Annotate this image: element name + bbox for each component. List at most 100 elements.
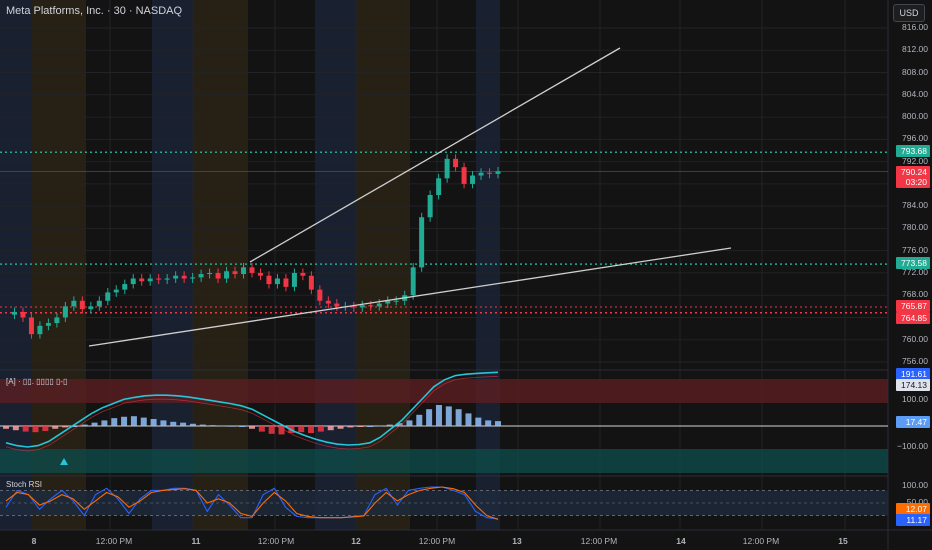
macd-histogram-bar	[160, 420, 167, 426]
candle	[444, 158, 450, 179]
candle	[96, 300, 102, 307]
candle	[376, 303, 382, 307]
candle	[62, 306, 68, 318]
time-tick: 14	[676, 536, 686, 546]
candle	[351, 306, 357, 308]
macd-histogram-bar	[62, 426, 69, 428]
time-tick: 15	[838, 536, 848, 546]
macd-histogram-bar	[278, 426, 285, 435]
candle	[37, 325, 43, 335]
macd-histogram-bar	[465, 413, 472, 426]
macd-histogram-bar	[22, 426, 29, 432]
macd-histogram-bar	[485, 420, 492, 426]
price-label: 793.68	[896, 145, 930, 157]
macd-histogram-bar	[455, 409, 462, 426]
stoch-tick: 50.00	[906, 497, 928, 507]
trendline-upper	[249, 47, 621, 263]
macd-histogram-bar	[229, 425, 236, 427]
macd-histogram-bar	[475, 417, 482, 426]
price-tick: 756.00	[902, 356, 928, 366]
candle	[215, 272, 221, 279]
stoch-rsi-label[interactable]: Stoch RSI	[6, 480, 43, 489]
candle	[20, 311, 26, 318]
macd-histogram-bar	[337, 426, 344, 429]
macd-value-label: 174.13	[896, 379, 930, 391]
macd-histogram-bar	[12, 426, 19, 431]
symbol-title: Meta Platforms, Inc. · 30 · NASDAQ	[6, 5, 183, 17]
macd-indicator-label[interactable]: [A] · ▯▯. ▯▯▯▯ ▯-▯	[6, 377, 68, 386]
time-tick: 12:00 PM	[418, 536, 456, 546]
candle	[410, 267, 416, 296]
macd-histogram-bar	[435, 405, 442, 426]
candle	[207, 272, 213, 275]
stoch-k-line	[5, 486, 499, 520]
candle	[139, 278, 145, 282]
macd-histogram-bar	[239, 426, 246, 427]
candle	[461, 167, 467, 184]
stoch-d-line	[5, 486, 499, 520]
price-label: 765.87	[896, 300, 930, 312]
candle	[334, 303, 340, 307]
macd-histogram-bar	[150, 419, 157, 426]
macd-histogram-bar	[298, 426, 305, 433]
candle	[385, 300, 391, 304]
price-label: 03:20	[896, 176, 930, 188]
price-tick: 808.00	[902, 66, 928, 77]
macd-histogram-bar	[268, 426, 275, 434]
macd-signal-line	[5, 375, 499, 452]
macd-histogram-bar	[130, 416, 137, 426]
currency-button[interactable]: USD	[893, 4, 925, 22]
price-tick: 792.00	[902, 155, 928, 166]
stoch-value-label: 12.07	[896, 503, 930, 515]
candle	[164, 278, 170, 280]
candle	[198, 274, 204, 278]
candle	[181, 275, 187, 279]
candle	[11, 311, 17, 315]
macd-histogram-bar	[396, 423, 403, 426]
price-tick: 780.00	[902, 222, 928, 233]
time-tick: 12:00 PM	[95, 536, 133, 546]
macd-histogram-bar	[357, 426, 364, 427]
time-tick: 12:00 PM	[580, 536, 618, 546]
price-tick: 776.00	[902, 244, 928, 255]
candle	[88, 306, 94, 310]
macd-histogram-bar	[347, 426, 354, 428]
candle	[283, 278, 289, 287]
candle	[487, 172, 493, 174]
candle	[79, 300, 85, 310]
candle	[274, 278, 280, 285]
macd-histogram-bar	[91, 422, 98, 426]
macd-histogram-bar	[317, 426, 324, 432]
macd-histogram-bar	[32, 426, 39, 433]
macd-value-label: 191.61	[896, 368, 930, 380]
macd-histogram-bar	[42, 426, 49, 432]
candle	[147, 278, 153, 282]
macd-histogram-bar	[426, 409, 433, 426]
candle	[325, 300, 331, 304]
macd-value-label: 17.47	[896, 416, 930, 428]
candle	[156, 278, 162, 280]
macd-histogram-bar	[416, 414, 423, 426]
candle	[317, 289, 323, 301]
candle	[28, 317, 34, 335]
macd-line	[5, 371, 499, 448]
macd-histogram-bar	[71, 426, 78, 427]
candle	[427, 195, 433, 218]
candle	[478, 172, 484, 176]
candle	[291, 272, 297, 287]
price-tick: 816.00	[902, 22, 928, 32]
candle	[122, 284, 128, 290]
macd-histogram-bar	[81, 424, 88, 426]
time-tick: 12	[351, 536, 361, 546]
macd-histogram-bar	[249, 426, 255, 429]
candle	[470, 175, 476, 184]
stoch-tick: 100.00	[902, 480, 928, 490]
price-label: 790.24	[896, 166, 930, 178]
macd-histogram-bar	[445, 406, 452, 426]
price-tick: 772.00	[902, 266, 928, 277]
session-band	[0, 0, 32, 530]
macd-histogram-bar	[327, 426, 334, 431]
macd-histogram-bar	[3, 426, 9, 429]
candle	[266, 275, 272, 285]
